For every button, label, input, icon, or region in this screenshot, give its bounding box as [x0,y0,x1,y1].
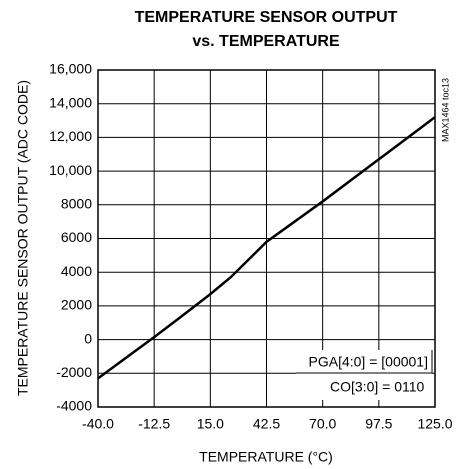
x-tick-label: -40.0 [82,416,114,432]
annotation: CO[3:0] = 0110 [330,379,425,395]
annotation: PGA[4:0] = [00001] [309,354,428,370]
y-tick-label: -4000 [56,398,92,414]
data-line [97,116,436,380]
y-tick-label: 6000 [61,229,92,245]
y-tick-label: 8000 [61,196,92,212]
chart-title: vs. TEMPERATURE [192,33,340,50]
x-tick-label: 42.5 [253,416,280,432]
y-tick-label: 4000 [61,263,92,279]
y-tick-label: 2000 [61,297,92,313]
x-tick-label: 125.0 [417,416,452,432]
y-tick-label: 14,000 [49,94,92,110]
y-tick-label: 12,000 [49,128,92,144]
chart-title: TEMPERATURE SENSOR OUTPUT [135,9,398,26]
annotation-background [296,350,432,400]
x-tick-label: -12.5 [138,416,170,432]
y-tick-label: 16,000 [49,61,92,77]
x-tick-label: 97.5 [365,416,392,432]
plot-frame [97,69,436,408]
side-note: MAX1464 toc13 [440,78,450,142]
x-axis-title: TEMPERATURE (°C) [199,449,333,465]
y-tick-label: -2000 [56,364,92,380]
x-tick-label: 15.0 [197,416,224,432]
x-tick-label: 70.0 [309,416,336,432]
y-axis-title: TEMPERATURE SENSOR OUTPUT (ADC CODE) [15,80,31,396]
y-tick-label: 10,000 [49,162,92,178]
y-tick-label: 0 [84,330,92,346]
